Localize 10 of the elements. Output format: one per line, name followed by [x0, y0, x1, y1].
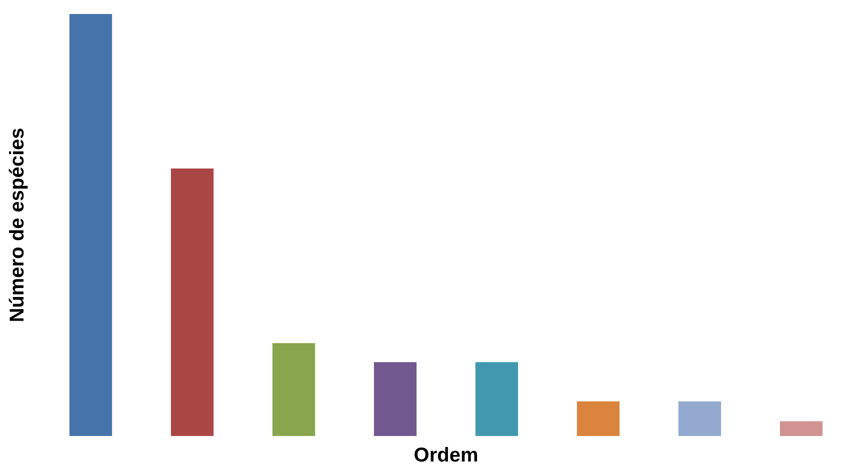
bar — [475, 362, 518, 436]
y-axis-title: Número de espécies — [6, 128, 29, 322]
bar — [69, 14, 112, 436]
bar — [780, 421, 823, 436]
bar — [678, 401, 722, 436]
bar — [170, 168, 214, 436]
bar — [272, 343, 316, 436]
bar — [374, 362, 417, 436]
bar — [576, 401, 620, 436]
x-axis-title: Ordem — [414, 444, 478, 467]
